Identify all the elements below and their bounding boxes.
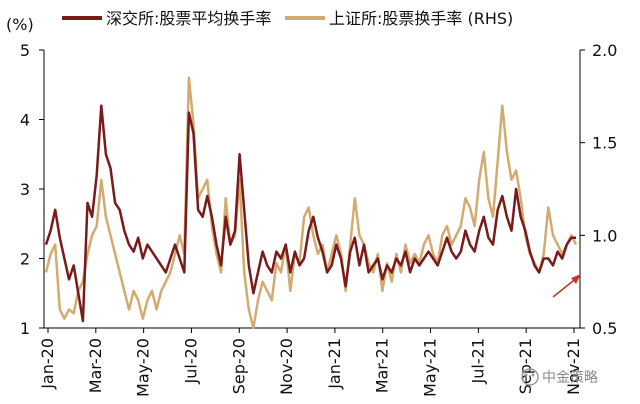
wechat-icon xyxy=(521,368,539,386)
left-tick-label: 3 xyxy=(20,180,30,199)
legend-label-szse: 深交所:股票平均换手率 xyxy=(106,9,271,28)
right-tick-label: 0.5 xyxy=(592,319,617,338)
right-axis-ticks: 0.5 1.0 1.5 2.0 xyxy=(580,41,617,338)
right-tick-label: 1.5 xyxy=(592,134,617,153)
right-tick-label: 1.0 xyxy=(592,226,617,245)
annotation-arrow xyxy=(552,274,581,298)
left-tick-label: 2 xyxy=(20,250,30,269)
x-tick-label: Sep-20 xyxy=(229,338,248,394)
left-tick-label: 5 xyxy=(20,41,30,60)
legend: 深交所:股票平均换手率 上证所:股票换手率 (RHS) xyxy=(62,9,513,28)
watermark: 中金策略 xyxy=(521,368,598,386)
x-tick-label: Mar-20 xyxy=(86,338,105,393)
x-tick-label: Sep-21 xyxy=(516,338,535,394)
left-tick-label: 1 xyxy=(20,319,30,338)
x-tick-label: Jul-20 xyxy=(181,338,200,384)
x-tick-label: May-21 xyxy=(421,338,440,397)
x-tick-label: Jul-21 xyxy=(468,338,487,384)
x-tick-label: Jan-20 xyxy=(38,338,57,390)
watermark-text: 中金策略 xyxy=(542,369,598,386)
right-tick-label: 2.0 xyxy=(592,41,617,60)
x-axis-ticks: Jan-20 Mar-20 May-20 Jul-20 Sep-20 Nov-20 Jan-… xyxy=(38,328,583,397)
left-axis-ticks: 1 2 3 4 5 xyxy=(20,41,44,338)
left-tick-label: 4 xyxy=(20,111,30,130)
series-line-sse xyxy=(44,76,578,330)
series-line-szse xyxy=(44,104,576,323)
x-tick-label: Nov-21 xyxy=(564,338,583,395)
x-tick-label: Mar-21 xyxy=(373,338,392,393)
x-tick-label: Jan-21 xyxy=(325,338,344,390)
legend-label-sse: 上证所:股票换手率 (RHS) xyxy=(329,9,513,28)
left-axis-unit-label: (%) xyxy=(6,15,34,34)
x-tick-label: May-20 xyxy=(134,338,153,397)
x-tick-label: Nov-20 xyxy=(277,338,296,395)
